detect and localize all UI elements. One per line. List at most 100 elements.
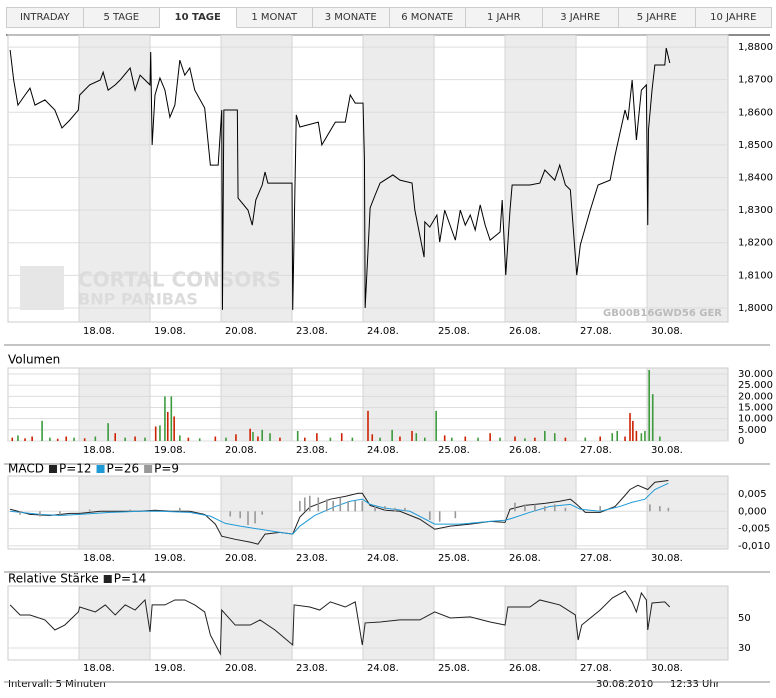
bar [411,430,413,441]
bar [261,511,264,515]
bar [170,396,173,441]
bar [374,506,376,512]
bar [187,437,190,441]
legend-swatch [96,465,105,473]
y-tick-label: -0,005 [738,524,770,535]
x-tick-label: 30.08. [651,326,683,337]
day-shade [363,586,435,660]
bar [304,497,306,512]
tab[interactable]: 1 JAHR [466,7,543,28]
legend-label: P=9 [154,462,179,476]
bar [514,502,516,512]
bar [249,428,251,441]
tab[interactable]: 1 MONAT [236,7,313,28]
bar [159,425,161,441]
bar [659,436,661,441]
bar [326,499,328,512]
bar [144,437,146,441]
bar [391,429,393,441]
bar [477,437,479,441]
x-tick-label: 30.08. [651,553,683,564]
day-shade [221,586,293,660]
bar [489,433,491,441]
x-tick-label: 19.08. [154,326,186,337]
bar [450,437,453,441]
tab[interactable]: INTRADAY [6,7,84,28]
day-shade [647,368,728,441]
bar [553,433,556,441]
bar [534,504,536,512]
legend-swatch [48,465,57,473]
bar [299,500,301,512]
series-line [9,590,671,656]
bar [584,437,587,441]
x-tick-label: 19.08. [154,445,186,456]
bar [235,434,237,441]
x-tick-label: 26.08. [509,663,541,674]
legend-swatch [144,465,153,473]
bar [247,511,249,526]
bar [435,410,437,441]
bar [534,437,536,441]
bar [41,420,43,441]
bar [239,511,241,519]
series-line [10,482,669,535]
tab[interactable]: 10 JAHRE [695,7,772,28]
y-tick-label: 0,005 [738,489,767,500]
tab[interactable]: 3 MONATE [313,7,390,28]
bar [394,507,396,512]
bar [454,511,457,519]
bar [354,500,357,512]
bar [399,436,401,441]
bar [632,420,634,441]
bar [659,506,661,512]
y-tick-label: 0,000 [738,506,767,517]
series-line [9,47,671,310]
bar [640,433,643,441]
x-tick-label: 27.08. [580,663,612,674]
bar [371,434,374,441]
y-tick-label: 30.000 [738,369,773,380]
y-tick-label: 1,8600 [738,107,773,118]
legend-label: P=14 [114,572,147,586]
y-tick-label: 1,8400 [738,173,773,184]
bar [107,423,109,441]
bar [667,507,670,512]
bar [73,437,75,441]
bar [19,511,21,515]
bar [261,429,264,441]
y-tick-label: 1,8200 [738,238,773,249]
bar [635,430,638,441]
y-tick-label: 5.000 [738,425,767,436]
bar [438,511,441,522]
x-tick-label: 18.08. [83,326,115,337]
tab[interactable]: 10 TAGE [160,7,237,28]
y-tick-label: 0 [738,436,744,447]
bar [214,436,217,441]
bar [304,437,306,441]
bar [317,497,320,512]
bar [173,416,175,441]
x-tick-label: 18.08. [83,553,115,564]
tab[interactable]: 5 JAHRE [619,7,696,28]
bar [351,437,354,441]
bar [599,506,601,512]
bar [24,438,26,441]
bar [514,436,516,441]
bar [88,509,91,512]
tab[interactable]: 5 TAGE [83,7,160,28]
bar [17,435,19,441]
tab-bar: INTRADAY 5 TAGE 10 TAGE 1 MONAT 3 MONATE 6 MO… [6,7,772,28]
tab[interactable]: 6 MONATE [389,7,466,28]
bar [83,438,86,441]
bar [198,438,201,441]
bar [229,511,232,517]
x-tick-label: 23.08. [296,445,328,456]
tab[interactable]: 3 JAHRE [542,7,619,28]
interval: Intervall: 5 Minuten [8,679,106,690]
x-tick-label: 23.08. [296,553,328,564]
bar [254,511,256,524]
x-tick-label: 25.08. [438,663,470,674]
y-tick-label: -0,010 [738,541,770,552]
x-tick-label: 20.08. [225,445,257,456]
